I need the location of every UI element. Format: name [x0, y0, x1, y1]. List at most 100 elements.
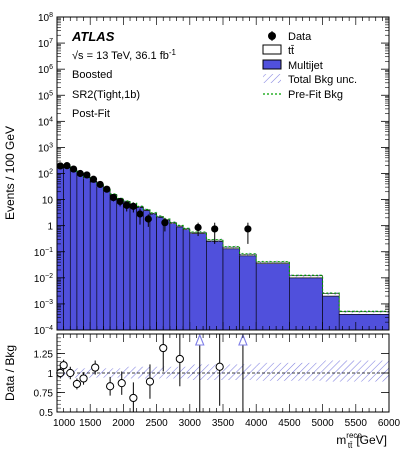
multijet-bar [96, 185, 104, 330]
multijet-bar [176, 226, 184, 330]
ratio-offscale-markers [194, 333, 248, 412]
main-panel: 10810710610510410310210110−110−210−310−4… [3, 12, 390, 337]
ratio-y-axis: 1.25 1 0.75 0.5 [34, 337, 389, 419]
prefit-bkg-line [57, 165, 389, 312]
y-tick-label: 10−3 [34, 299, 53, 311]
ratio-point [129, 393, 138, 403]
ratio-point [159, 343, 168, 353]
ratio-unc-segment [57, 368, 124, 378]
data-point [63, 162, 71, 170]
total-bkg-unc-band [256, 260, 290, 264]
ratio-point [72, 379, 82, 389]
multijet-bar [143, 210, 151, 330]
multijet-bar [149, 213, 157, 330]
multijet-bar [169, 223, 177, 330]
ratio-point [79, 374, 88, 383]
ratio-y-tick-label: 0.5 [39, 408, 53, 419]
legend-item-total-bkg-unc: Total Bkg unc. [263, 74, 357, 86]
data-point [96, 180, 104, 189]
legend-item-multijet: Multijet [262, 59, 323, 72]
ratio-x-axis: 1000 1500 2000 2500 3000 3500 4000 4500 5000 5500… [53, 334, 401, 429]
y-tick-label: 10−2 [34, 273, 53, 285]
multijet-bar [89, 181, 98, 330]
multijet-bar [206, 241, 224, 330]
x-tick-label: 5500 [345, 418, 368, 429]
y-tick-label: 10 [42, 196, 54, 207]
data-points [56, 162, 252, 244]
legend-label-total-bkg-unc: Total Bkg unc. [288, 74, 357, 86]
data-point [123, 201, 131, 209]
ratio-y-tick-label: 1 [47, 369, 53, 380]
offscale-arrow [238, 333, 248, 346]
y-tick-label: 10−4 [34, 325, 53, 337]
x-tick-label: 1500 [79, 418, 102, 429]
legend-label-multijet: Multijet [288, 60, 323, 72]
ratio-point [106, 382, 115, 391]
y-tick-label: 105 [38, 90, 53, 102]
data-point [144, 215, 152, 223]
y-tick-label: 102 [38, 169, 53, 181]
ratio-unc-band [57, 360, 389, 382]
x-tick-label: 3000 [179, 418, 202, 429]
data-point [211, 225, 219, 233]
x-tick-label: 4000 [245, 418, 268, 429]
ratio-point [215, 362, 224, 371]
multijet-bar [109, 194, 118, 330]
region-label: Boosted [72, 69, 112, 81]
total-bkg-unc-band [223, 245, 240, 249]
data-point [116, 197, 124, 206]
ratio-y-tick-label: 0.75 [34, 389, 54, 400]
multijet-bar [222, 248, 240, 330]
data-point [83, 171, 91, 179]
total-bkg-unc-band [183, 227, 190, 231]
ratio-unc-segment [123, 366, 190, 379]
multijet-bar [322, 295, 340, 330]
ratio-point [175, 354, 184, 364]
legend-swatch-ttbar [262, 44, 282, 55]
x-axis-title: mreco tt̄ [GeV] [336, 431, 387, 450]
ratio-unc-segment [322, 360, 389, 382]
multijet-bar [69, 170, 78, 330]
multijet-bar [103, 190, 111, 330]
multijet-bar [156, 216, 164, 330]
legend-swatch-multijet [262, 59, 282, 70]
total-bkg-unc-band [149, 211, 157, 215]
multijet-bar [239, 255, 257, 330]
y-tick-label: 1 [47, 222, 53, 233]
x-tick-label: 4500 [278, 418, 301, 429]
legend-item-data: Data [268, 31, 312, 43]
main-y-axis-title: Events / 100 GeV [3, 126, 17, 220]
ratio-y-tick-label: 1.25 [34, 350, 54, 361]
legend-label-prefit: Pre-Fit Bkg [288, 89, 343, 101]
ratio-unc-segment [189, 364, 257, 381]
y-tick-label: 106 [38, 64, 53, 76]
signal-region-label: SR2(Tight,1b) [72, 89, 140, 101]
ratio-unc-segment [256, 362, 323, 381]
multijet-bar [189, 233, 207, 330]
annotations: ATLAS √s = 13 TeV, 36.1 fb-1 Boosted SR2… [71, 29, 177, 120]
legend-swatch-hatch [263, 74, 281, 83]
data-point [194, 223, 202, 232]
multijet-bar [83, 177, 91, 330]
data-point [103, 185, 111, 193]
total-bkg-unc-band [239, 252, 257, 256]
data-point [89, 175, 98, 183]
ratio-point [145, 377, 155, 386]
x-tick-label: 1000 [53, 418, 76, 429]
ratio-point [66, 368, 75, 378]
ratio-panel: 1.25 1 0.75 0.5 1000 1500 2000 2500 3000 3500 400… [3, 333, 401, 450]
multijet-bar [123, 201, 131, 330]
multijet-bar [129, 204, 137, 330]
x-tick-label: 2000 [112, 418, 135, 429]
legend-label-ttbar: tt̄ [288, 45, 294, 57]
multijet-bar [136, 207, 144, 330]
ratio-point [59, 361, 68, 370]
multijet-bar [63, 167, 71, 330]
energy-label: √s = 13 TeV, 36.1 fb-1 [72, 48, 177, 62]
atlas-label: ATLAS [71, 29, 115, 44]
multijet-bar [255, 263, 290, 330]
y-tick-label: 103 [38, 142, 53, 154]
multijet-bar [338, 313, 389, 330]
multijet-bar [289, 277, 323, 330]
